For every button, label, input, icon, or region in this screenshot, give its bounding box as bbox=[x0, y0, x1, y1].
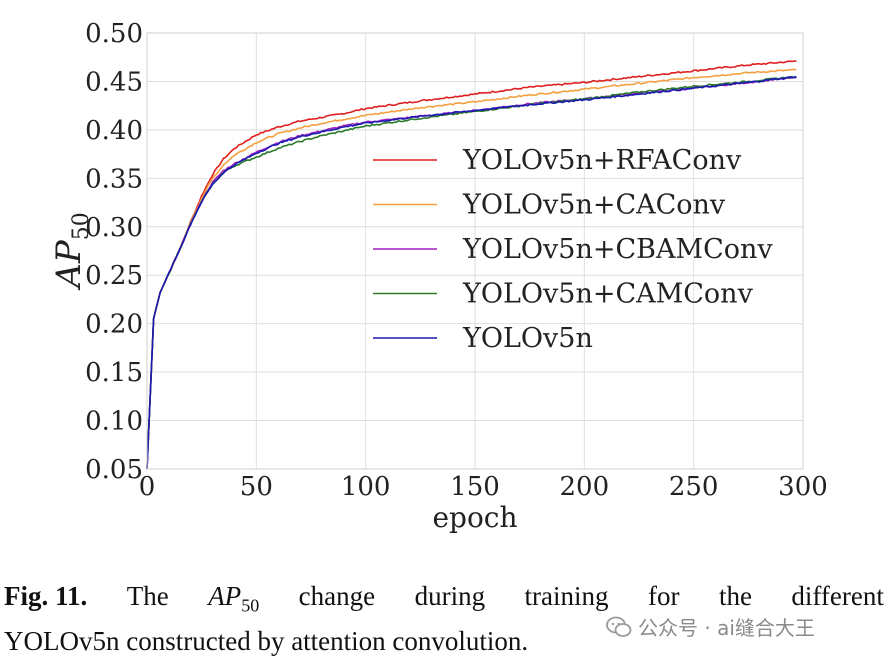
caption-line-1: Fig. 11. The AP50 change during training… bbox=[4, 578, 884, 623]
x-tick-label: 300 bbox=[778, 472, 828, 502]
tick-labels: 0 50 100 150 200 250 300 0.05 0.10 0.15 0.20 0.25 0.… bbox=[85, 19, 828, 502]
line-chart: 0 50 100 150 200 250 300 0.05 0.10 0.15 0.20 0.25 0.… bbox=[49, 19, 828, 534]
x-tick-label: 100 bbox=[341, 472, 391, 502]
y-tick-label: 0.25 bbox=[85, 261, 143, 291]
x-tick-label: 250 bbox=[669, 472, 719, 502]
legend-label: YOLOv5n+CAMConv bbox=[462, 279, 754, 310]
caption-word: The bbox=[126, 581, 169, 611]
series-line-5 bbox=[146, 75, 797, 470]
y-tick-label: 0.45 bbox=[85, 67, 143, 97]
legend-label: YOLOv5n+CAConv bbox=[462, 190, 726, 221]
y-axis-title-main: AP bbox=[49, 239, 89, 291]
y-tick-label: 0.20 bbox=[85, 310, 143, 340]
y-tick-label: 0.50 bbox=[85, 19, 143, 49]
figure-caption: Fig. 11. The AP50 change during training… bbox=[4, 578, 884, 659]
caption-fig-label: Fig. 11. bbox=[4, 581, 88, 611]
y-tick-label: 0.40 bbox=[85, 116, 143, 146]
y-tick-label: 0.15 bbox=[85, 358, 143, 388]
y-tick-label: 0.10 bbox=[85, 407, 143, 437]
caption-word: during bbox=[414, 581, 486, 611]
y-tick-label: 0.35 bbox=[85, 164, 143, 194]
caption-math-main: AP bbox=[208, 581, 242, 611]
x-tick-label: 50 bbox=[240, 472, 273, 502]
caption-line-2: YOLOv5n constructed by attention convolu… bbox=[4, 626, 529, 657]
plot-area-frame bbox=[146, 32, 804, 470]
x-tick-label: 0 bbox=[139, 472, 156, 502]
watermark-text: 公众号 · ai缝合大王 bbox=[638, 616, 815, 640]
watermark: 公众号 · ai缝合大王 bbox=[606, 612, 815, 641]
series-line-3 bbox=[146, 76, 797, 470]
legend-label: YOLOv5n bbox=[462, 323, 593, 354]
y-axis-title: AP50 bbox=[49, 212, 94, 290]
legend: YOLOv5n+RFAConv YOLOv5n+CAConv YOLOv5n+CBA… bbox=[373, 145, 773, 354]
caption-word: for bbox=[648, 581, 680, 611]
series-lines bbox=[146, 60, 797, 470]
x-axis-title: epoch bbox=[432, 501, 517, 534]
caption-word: training bbox=[524, 581, 609, 611]
series-line-1 bbox=[146, 60, 797, 470]
series-line-4 bbox=[146, 75, 797, 470]
wechat-icon bbox=[606, 616, 632, 637]
legend-label: YOLOv5n+CBAMConv bbox=[462, 234, 773, 265]
caption-word: change bbox=[298, 581, 376, 611]
caption-word: different bbox=[791, 581, 884, 611]
x-tick-label: 150 bbox=[450, 472, 500, 502]
legend-label: YOLOv5n+RFAConv bbox=[462, 145, 742, 176]
y-tick-label: 0.30 bbox=[85, 213, 143, 243]
caption-word: the bbox=[718, 581, 752, 611]
caption-math-sub: 50 bbox=[241, 595, 260, 616]
y-tick-label: 0.05 bbox=[85, 455, 143, 485]
caption-math: AP50 bbox=[208, 578, 259, 623]
series-line-2 bbox=[146, 68, 797, 470]
x-tick-label: 200 bbox=[560, 472, 610, 502]
y-axis-title-sub: 50 bbox=[69, 212, 94, 240]
